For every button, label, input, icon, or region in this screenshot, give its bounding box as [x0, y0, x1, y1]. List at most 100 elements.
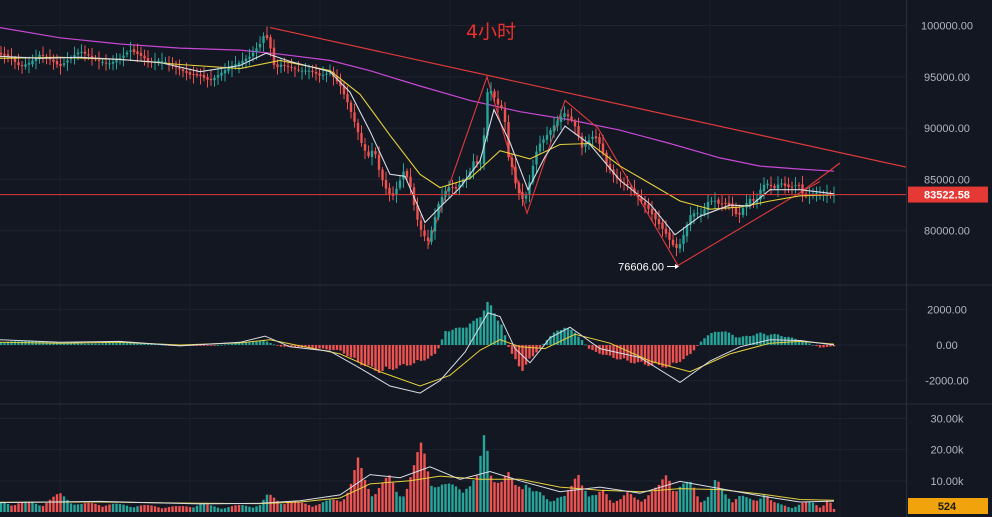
volume-bar: [461, 492, 465, 512]
price-axis-label: 90000.00: [924, 123, 970, 135]
candle-body: [367, 151, 370, 157]
volume-bar: [101, 506, 104, 512]
macd-bar: [738, 337, 741, 345]
macd-bar: [139, 343, 143, 345]
volume-bar: [192, 507, 195, 512]
macd-bar: [346, 345, 349, 357]
candle-body: [752, 199, 755, 201]
current-volume-label: 524: [938, 501, 957, 513]
candle-body: [38, 54, 41, 59]
macd-bar: [818, 345, 822, 348]
macd-bar: [307, 345, 311, 348]
volume-bar: [307, 505, 311, 512]
volume-bar: [360, 468, 363, 512]
macd-bar: [367, 345, 370, 366]
volume-bar: [244, 505, 248, 512]
macd-bar: [405, 345, 409, 366]
candle-body: [587, 140, 591, 144]
macd-bar: [206, 345, 209, 346]
macd-bar: [461, 327, 465, 345]
candle-body: [605, 152, 608, 164]
candle-body: [377, 154, 381, 170]
macd-bar: [692, 345, 696, 351]
volume-bar: [195, 505, 199, 512]
macd-bar: [545, 339, 549, 345]
macd-bar: [122, 342, 125, 345]
candle-body: [136, 51, 139, 54]
price-candles: [0, 26, 836, 257]
candle-body: [129, 50, 132, 52]
volume-bar: [489, 475, 493, 512]
candle-body: [83, 51, 87, 54]
candle-body: [423, 230, 426, 237]
macd-bar: [601, 345, 605, 355]
volume-bar: [416, 452, 419, 512]
candle-body: [643, 201, 647, 206]
volume-bar: [531, 491, 535, 512]
volume-bar: [297, 501, 300, 512]
macd-bar: [804, 342, 808, 345]
candle-body: [563, 113, 566, 117]
candle-body: [192, 74, 195, 76]
macd-bar: [734, 337, 738, 345]
candle-body: [269, 37, 272, 49]
macd-bar: [783, 337, 787, 345]
macd-bar: [283, 345, 286, 347]
volume-bar: [153, 506, 157, 512]
macd-bar: [724, 331, 727, 345]
macd-bar: [727, 332, 731, 345]
y-axis-labels: 100000.00 95000.00 90000.00 85000.00 80000.0…: [908, 21, 988, 514]
candle-body: [346, 94, 349, 103]
candle-body: [311, 70, 314, 72]
macd-bar: [741, 336, 745, 345]
volume-bar: [185, 506, 188, 512]
price-ma-mid-line: [0, 56, 835, 210]
candle-body: [801, 184, 804, 194]
macd-bar: [671, 345, 675, 363]
candle-body: [584, 144, 587, 147]
volume-bar: [45, 502, 48, 512]
macd-bar: [90, 343, 94, 345]
macd-bar: [402, 345, 405, 365]
candle-body: [517, 183, 521, 194]
macd-bar: [66, 343, 69, 345]
macd-bar: [465, 327, 468, 345]
volume-bar: [290, 501, 293, 512]
volume-bar: [825, 500, 829, 512]
volume-bar: [710, 488, 713, 512]
macd-bar: [227, 344, 230, 346]
macd-bar: [689, 345, 692, 354]
candle-body: [738, 212, 741, 215]
volume-bar: [671, 490, 675, 512]
candle-body: [556, 120, 559, 126]
macd-bar: [510, 345, 514, 354]
candle-body: [69, 57, 73, 60]
volume-bar: [332, 499, 335, 512]
volume-bar: [276, 500, 279, 512]
macd-bar: [587, 345, 591, 349]
candle-body: [139, 52, 143, 56]
macd-bar: [409, 345, 412, 366]
macd-bar: [342, 345, 346, 354]
candle-body: [633, 188, 636, 193]
volume-bar: [776, 503, 780, 512]
volume-bar: [59, 493, 62, 512]
volume-bar: [503, 475, 507, 512]
candle-body: [31, 60, 34, 65]
volume-bar: [818, 507, 822, 512]
macd-bar: [412, 345, 416, 364]
candle-body: [237, 62, 241, 66]
volume-bar: [510, 477, 514, 512]
volume-bar: [794, 506, 797, 512]
candle-body: [262, 36, 265, 44]
macd-bar: [293, 345, 297, 348]
candle-body: [580, 136, 584, 148]
low-annotation-arrowhead: [675, 264, 679, 270]
macd-bar: [220, 344, 223, 346]
candle-body: [650, 208, 654, 215]
volume-bar: [356, 457, 360, 512]
volume-axis-label: 10.00k: [930, 476, 964, 488]
candle-body: [360, 133, 363, 143]
macd-bar: [248, 341, 251, 345]
candle-body: [384, 180, 388, 189]
